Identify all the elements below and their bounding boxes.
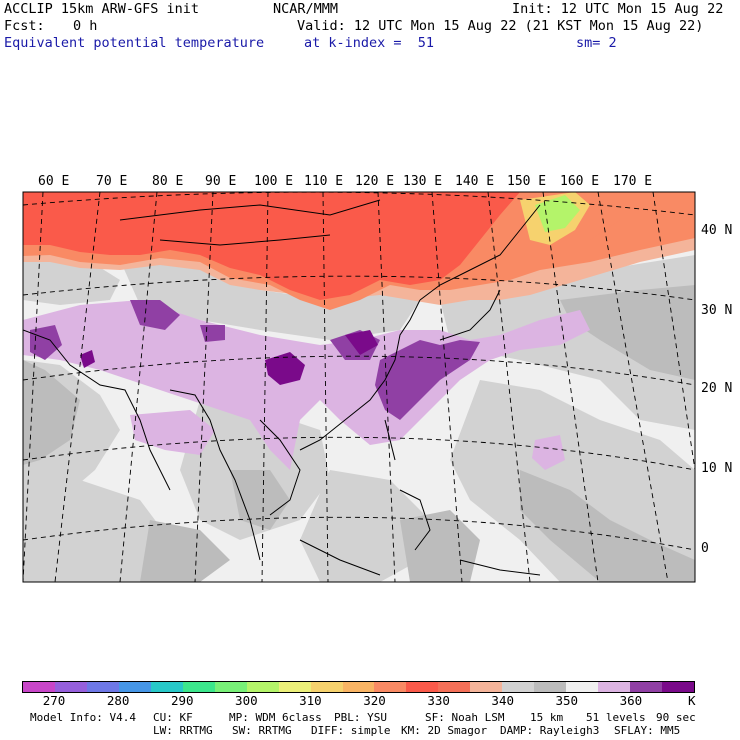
colorbar-swatch bbox=[246, 682, 279, 692]
footer-model-info: Model Info: V4.4 bbox=[30, 711, 136, 724]
footer-cu: CU: KF bbox=[153, 711, 193, 724]
lavender-regions bbox=[23, 300, 590, 470]
colorbar-label: 330 bbox=[427, 693, 450, 708]
init-time: Init: 12 UTC Mon 15 Aug 22 bbox=[512, 1, 724, 17]
purple-dark-regions bbox=[80, 330, 378, 385]
footer-mp: MP: WDM 6class bbox=[229, 711, 322, 724]
footer-levels: 51 levels bbox=[586, 711, 646, 724]
graticule bbox=[23, 192, 695, 582]
colorbar-swatch bbox=[566, 682, 599, 692]
colorbar-label: 340 bbox=[491, 693, 514, 708]
level-info: at k-index = 51 bbox=[304, 35, 435, 51]
colorbar bbox=[22, 681, 695, 693]
lon-label: 70 E bbox=[96, 174, 128, 189]
colorbar-label: 310 bbox=[299, 693, 322, 708]
footer-sf: SF: Noah LSM bbox=[425, 711, 505, 724]
lon-label: 100 E bbox=[254, 174, 294, 189]
purple-regions bbox=[30, 300, 480, 420]
colorbar-swatch bbox=[54, 682, 87, 692]
footer-damp: DAMP: Rayleigh3 bbox=[500, 724, 600, 737]
footer-lw: LW: RRTMG bbox=[153, 724, 213, 737]
lon-label: 140 E bbox=[455, 174, 495, 189]
footer-km: KM: 2D Smagor bbox=[401, 724, 488, 737]
lat-label: 20 N bbox=[701, 381, 733, 396]
lat-label: 30 N bbox=[701, 303, 733, 318]
colorbar-swatch bbox=[662, 682, 695, 692]
warm-red-band bbox=[23, 192, 520, 300]
colorbar-swatch bbox=[598, 682, 631, 692]
green-patch bbox=[535, 195, 580, 232]
map-frame bbox=[22, 191, 696, 583]
smoothing-info: sm= 2 bbox=[576, 35, 617, 51]
colorbar-swatch bbox=[630, 682, 663, 692]
colorbar-swatch bbox=[310, 682, 343, 692]
colorbar-swatch bbox=[534, 682, 567, 692]
lon-label: 160 E bbox=[560, 174, 600, 189]
gray-dark-regions bbox=[23, 285, 695, 582]
colorbar-label: 280 bbox=[106, 693, 130, 708]
colorbar-swatch bbox=[86, 682, 119, 692]
colorbar-swatch bbox=[374, 682, 407, 692]
colorbar-label: 320 bbox=[363, 693, 386, 708]
forecast-hour: 0 h bbox=[73, 18, 98, 34]
lat-label: 40 N bbox=[701, 223, 733, 238]
colorbar-swatch bbox=[342, 682, 375, 692]
coastlines bbox=[23, 199, 541, 576]
footer-timestep: 90 sec bbox=[656, 711, 696, 724]
lon-label: 80 E bbox=[152, 174, 184, 189]
valid-time: Valid: 12 UTC Mon 15 Aug 22 (21 KST Mon … bbox=[297, 18, 704, 34]
footer-sw: SW: RRTMG bbox=[232, 724, 292, 737]
colorbar-label: 290 bbox=[170, 693, 194, 708]
colorbar-label: 300 bbox=[235, 693, 258, 708]
colorbar-swatch bbox=[406, 682, 439, 692]
lon-label: 130 E bbox=[403, 174, 443, 189]
colorbar-swatch bbox=[278, 682, 311, 692]
colorbar-label: 270 bbox=[42, 693, 66, 708]
colorbar-swatch bbox=[438, 682, 471, 692]
colorbar-swatch bbox=[182, 682, 215, 692]
colorbar-label: 350 bbox=[555, 693, 579, 708]
model-title: ACCLIP 15km ARW-GFS init bbox=[4, 1, 200, 17]
forecast-label: Fcst: bbox=[4, 18, 45, 34]
field-name: Equivalent potential temperature bbox=[4, 35, 265, 51]
colorbar-swatch bbox=[118, 682, 151, 692]
colorbar-swatch bbox=[502, 682, 535, 692]
lat-label: 10 N bbox=[701, 461, 733, 476]
footer-resolution: 15 km bbox=[530, 711, 564, 724]
lon-label: 150 E bbox=[507, 174, 547, 189]
colorbar-label: 360 bbox=[619, 693, 643, 708]
colorbar-swatch bbox=[214, 682, 247, 692]
footer-pbl: PBL: YSU bbox=[334, 711, 387, 724]
colorbar-swatch bbox=[470, 682, 503, 692]
footer-diff: DIFF: simple bbox=[311, 724, 391, 737]
lon-label: 110 E bbox=[304, 174, 344, 189]
lon-label: 90 E bbox=[205, 174, 237, 189]
lat-label: 0 bbox=[701, 541, 709, 556]
lon-label: 120 E bbox=[355, 174, 395, 189]
lon-label: 60 E bbox=[38, 174, 70, 189]
colorbar-swatch bbox=[23, 682, 55, 692]
colorbar-unit: K bbox=[688, 693, 696, 708]
lon-label: 170 E bbox=[613, 174, 653, 189]
center-name: NCAR/MMM bbox=[273, 1, 339, 17]
colorbar-swatch bbox=[150, 682, 183, 692]
footer-sflay: SFLAY: MM5 bbox=[614, 724, 681, 737]
